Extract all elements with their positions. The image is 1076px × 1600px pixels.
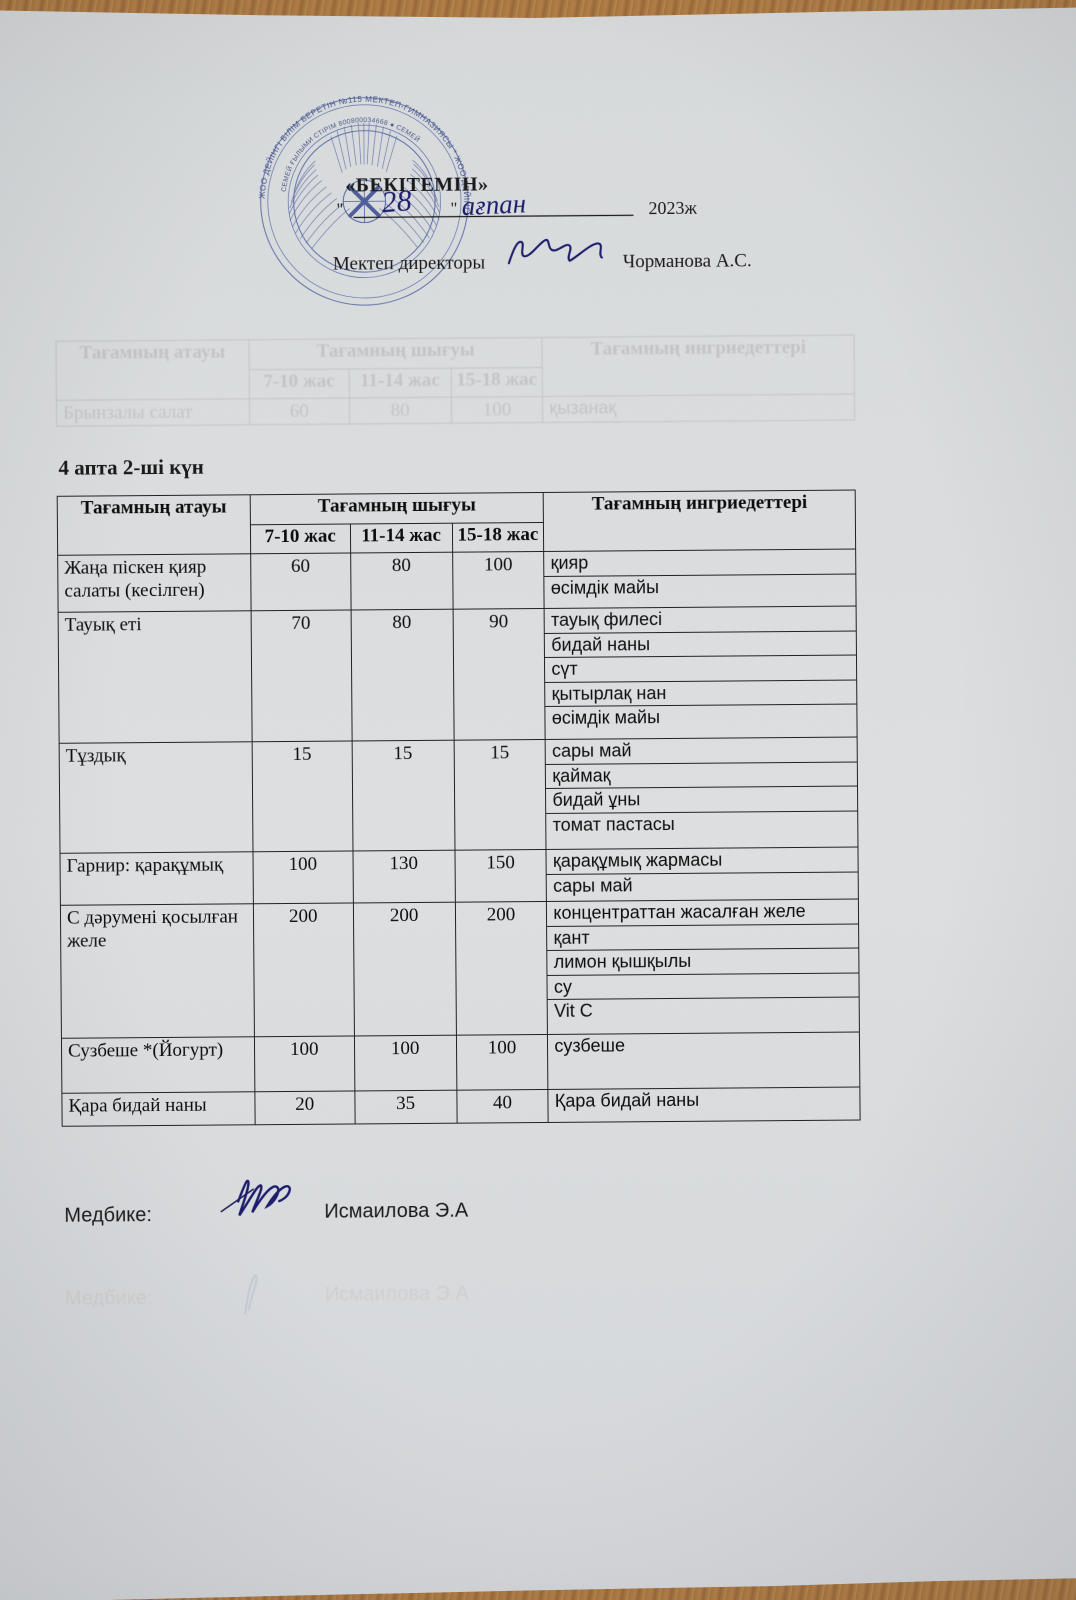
svg-text:ағпан: ағпан [461, 188, 527, 221]
svg-text:28: 28 [380, 184, 412, 219]
